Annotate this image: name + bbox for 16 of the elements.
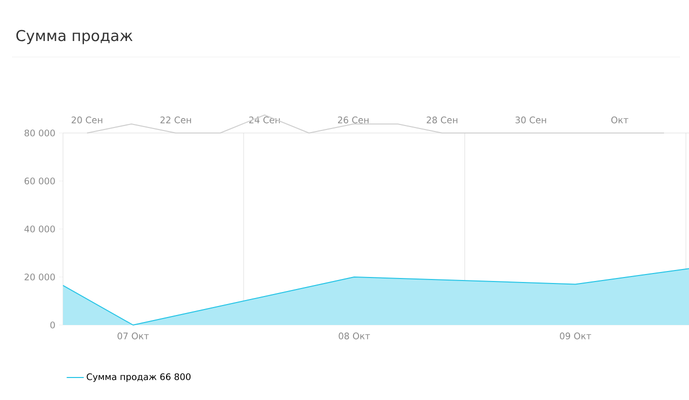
x-tick-label: 30 Сен — [516, 116, 546, 124]
x-tick-label: 08 Окт — [338, 332, 370, 340]
y-tick-label: 40 000 — [24, 226, 55, 232]
x-tick-label: 20 Сен — [72, 116, 102, 124]
x-tick-label: 22 Сен — [160, 116, 191, 124]
y-tick-label: 0 — [50, 322, 55, 328]
y-tick-label: 20 000 — [24, 274, 55, 280]
legend-label: Сумма продаж 66 800 — [86, 373, 191, 382]
x-tick-label: 28 Сен — [426, 116, 458, 124]
x-tick-label: 09 Окт — [560, 332, 592, 340]
x-tick-label: 07 Окт — [118, 332, 149, 340]
y-tick-label: 60 000 — [24, 178, 55, 184]
x-tick-label: 26 Сен — [338, 116, 369, 124]
x-tick-label: Окт — [611, 116, 628, 124]
chart-title: Сумма продаж — [16, 30, 133, 44]
y-tick-label: 80 000 — [24, 130, 55, 136]
